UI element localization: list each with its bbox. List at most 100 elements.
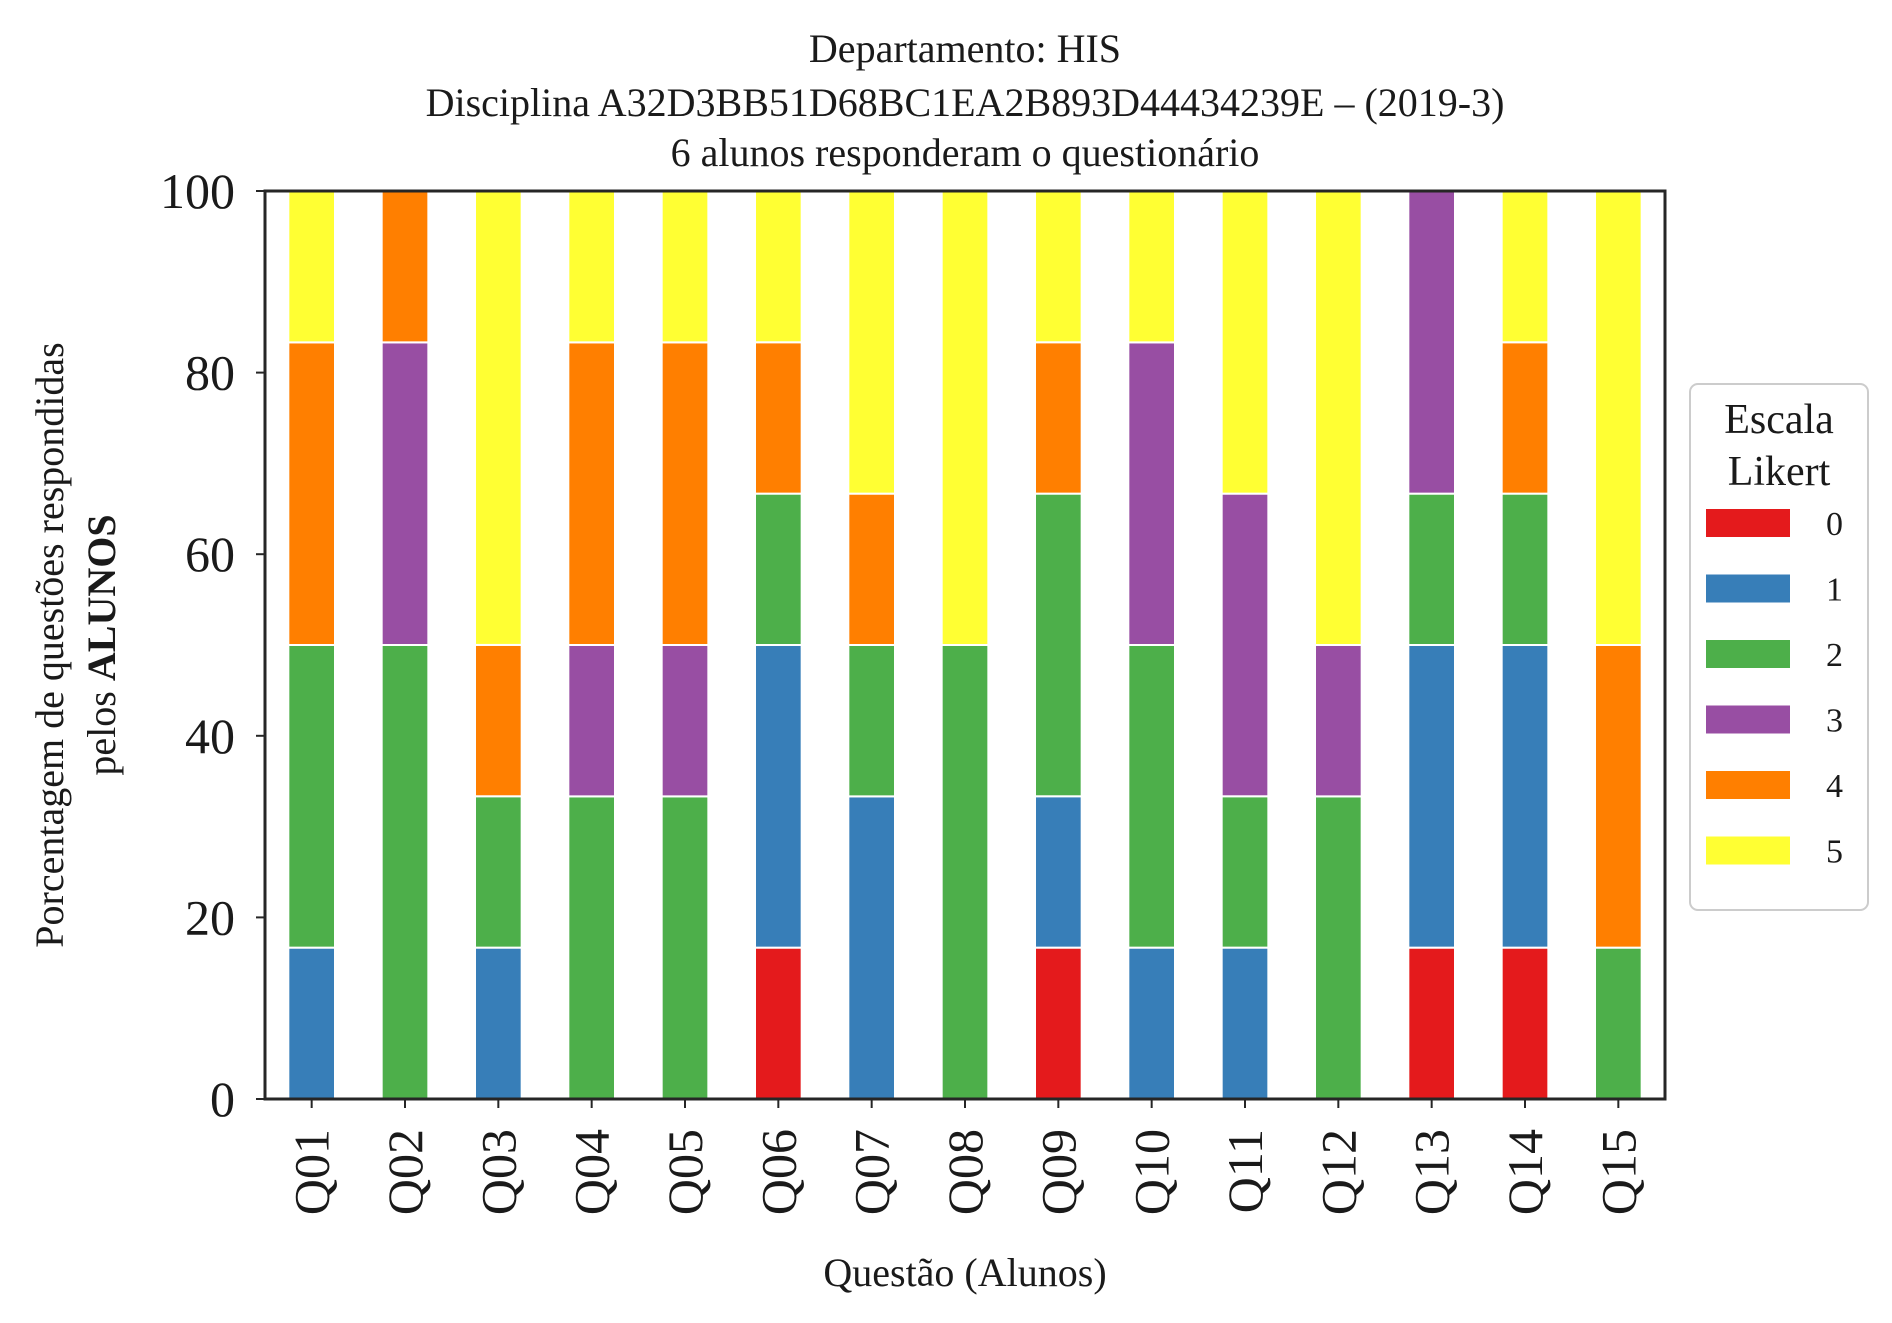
legend-title-line-1: Escala [1724,397,1834,443]
y-axis-label-bold: ALUNOS [79,514,124,681]
bar-q04-likert-4 [567,341,617,646]
bar-q07-likert-4 [847,492,897,647]
bar-q02-likert-2 [380,644,430,1100]
y-tick-label-100: 100 [160,163,235,219]
bar-q11-likert-5 [1220,190,1270,495]
bar-q07-likert-5 [847,190,897,495]
plot-frame [263,189,1667,1101]
bar-q01-likert-2 [287,644,336,949]
bar-q09-likert-5 [1034,189,1083,344]
chart-title: Departamento: HIS Disciplina A32D3BB51D6… [426,26,1505,175]
bar-q10-likert-2 [1127,644,1176,949]
legend-label-4: 4 [1826,768,1843,805]
bar-q11-likert-1 [1220,946,1270,1101]
legend-label-3: 3 [1826,703,1843,740]
x-tick-label-q11: Q11 [1217,1129,1273,1213]
bar-q02-likert-4 [380,190,430,344]
x-tick-label-q14: Q14 [1497,1129,1553,1215]
x-tick-label-q04: Q04 [564,1129,620,1215]
y-axis-label-prefix: pelos [79,691,124,775]
legend-swatch-4 [1706,771,1790,799]
x-tick-label-q07: Q07 [844,1129,900,1215]
y-axis-label-line-1: Porcentagem de questões respondidas [27,342,72,947]
bar-q01-likert-4 [287,341,336,646]
legend-swatch-2 [1706,640,1790,668]
y-tick-label-40: 40 [185,708,235,764]
bar-q14-likert-0 [1500,946,1550,1101]
bar-q11-likert-2 [1220,795,1270,949]
bar-q01-likert-1 [287,946,336,1101]
bar-q13-likert-2 [1407,492,1456,647]
x-tick-label-q13: Q13 [1404,1129,1460,1215]
bar-q15-likert-2 [1594,946,1643,1101]
x-tick-label-q08: Q08 [937,1129,993,1215]
bar-q14-likert-5 [1500,189,1550,344]
bar-q15-likert-4 [1594,644,1643,949]
bar-q15-likert-5 [1594,190,1643,646]
bar-q06-likert-1 [754,644,803,949]
bar-q09-likert-1 [1034,795,1083,949]
bar-q13-likert-1 [1407,644,1456,949]
legend-swatch-0 [1706,509,1790,537]
y-axis-label-line-2: pelos ALUNOS [79,514,124,775]
bar-q08-likert-5 [940,190,990,646]
bar-q03-likert-1 [474,946,523,1101]
bar-q14-likert-2 [1500,492,1550,647]
bar-q10-likert-5 [1127,190,1176,344]
x-tick-label-q09: Q09 [1030,1129,1086,1215]
bar-q06-likert-4 [754,341,803,495]
legend-swatch-1 [1706,574,1790,603]
bar-q06-likert-0 [754,946,803,1101]
bar-q05-likert-5 [660,190,710,344]
x-tick-label-q15: Q15 [1590,1129,1646,1215]
title-line-2: Disciplina A32D3BB51D68BC1EA2B893D444342… [426,80,1505,125]
y-tick-label-20: 20 [185,889,235,945]
bar-q01-likert-5 [287,190,336,344]
bar-q05-likert-2 [660,795,710,1100]
bar-q12-likert-5 [1314,190,1363,646]
bar-q14-likert-1 [1500,644,1550,949]
bar-q07-likert-1 [847,795,897,1100]
bar-q03-likert-5 [474,189,523,646]
bar-q07-likert-2 [847,644,897,798]
bar-q03-likert-4 [474,643,523,798]
x-tick-label-q06: Q06 [750,1129,806,1215]
x-tick-label-q05: Q05 [657,1129,713,1215]
bar-q06-likert-5 [754,189,803,344]
bar-q02-likert-3 [380,341,430,646]
bar-q10-likert-1 [1127,946,1176,1101]
legend-title-line-2: Likert [1728,449,1831,495]
legend-swatch-3 [1706,705,1790,734]
y-tick-label-60: 60 [185,526,235,582]
bar-q04-likert-5 [567,190,617,344]
title-line-1: Departamento: HIS [809,26,1121,71]
x-axis-ticks: Q01 Q02 Q03 Q04 Q05 Q06 Q07 Q08 Q09 Q10 Q11 Q12 Q13 Q… [284,1099,1646,1215]
bar-q04-likert-3 [567,644,617,798]
bar-q10-likert-3 [1127,341,1176,646]
legend-label-5: 5 [1826,834,1843,871]
bar-q03-likert-2 [474,795,523,949]
legend-label-0: 0 [1826,506,1843,543]
title-line-3: 6 alunos responderam o questionário [671,130,1260,175]
x-tick-label-q10: Q10 [1124,1129,1180,1215]
y-axis-ticks: 0 20 40 60 80 100 [160,163,265,1127]
bar-q14-likert-4 [1500,341,1550,495]
bar-q04-likert-2 [567,795,617,1100]
bar-q06-likert-2 [754,492,803,647]
bar-q05-likert-4 [660,341,710,646]
legend-label-1: 1 [1826,572,1843,609]
y-axis-label: Porcentagem de questões respondidas pelo… [27,342,124,947]
x-tick-label-q02: Q02 [377,1129,433,1215]
bar-q09-likert-4 [1034,341,1083,495]
bar-q09-likert-2 [1034,492,1083,798]
legend-swatch-5 [1706,836,1790,865]
legend-entries: 0 1 2 3 4 5 [1706,506,1843,871]
x-tick-label-q12: Q12 [1310,1129,1366,1215]
bar-q12-likert-3 [1314,644,1363,798]
bars-group [287,189,1643,1101]
x-tick-label-q01: Q01 [284,1129,340,1215]
bar-q11-likert-3 [1220,492,1270,798]
y-tick-label-80: 80 [185,345,235,401]
